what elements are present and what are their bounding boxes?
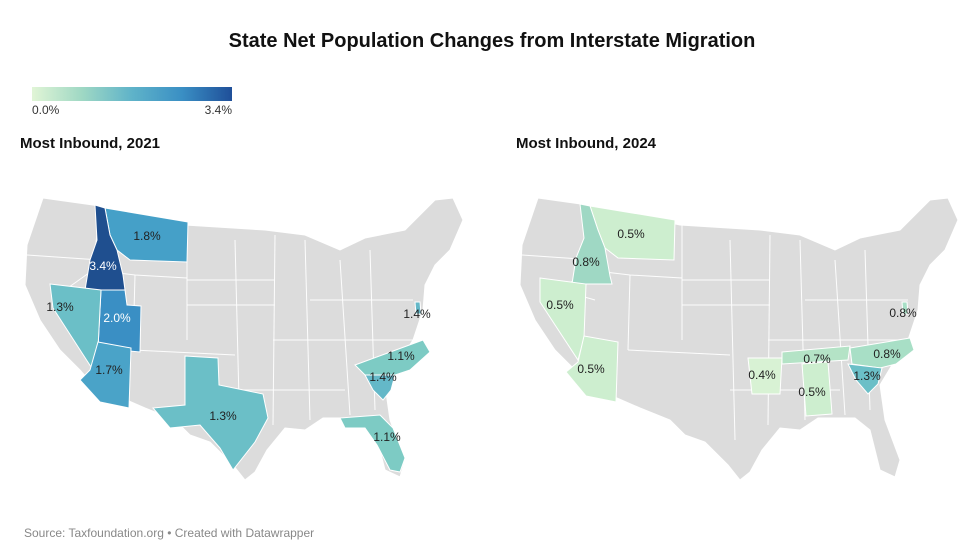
state-arizona <box>79 341 132 409</box>
state-texas <box>151 355 269 471</box>
label-alabama: 0.5% <box>798 385 826 399</box>
label-nevada: 0.5% <box>546 298 574 312</box>
label-tennessee: 0.7% <box>803 352 831 366</box>
label-north-carolina: 1.1% <box>387 349 415 363</box>
label-delaware: 1.4% <box>403 307 431 321</box>
state-delaware <box>414 301 422 315</box>
state-delaware <box>901 301 909 315</box>
label-idaho: 3.4% <box>89 259 117 273</box>
state-south-carolina <box>847 363 883 395</box>
map-title-2024: Most Inbound, 2024 <box>516 135 657 152</box>
highlighted-states <box>49 204 431 473</box>
label-nevada: 1.3% <box>46 300 74 314</box>
label-south-carolina: 1.3% <box>853 369 881 383</box>
label-montana: 0.5% <box>617 227 645 241</box>
label-arkansas: 0.4% <box>748 368 776 382</box>
highlighted-states <box>539 203 915 417</box>
label-arizona: 0.5% <box>577 362 605 376</box>
label-delaware: 0.8% <box>889 306 917 320</box>
legend-max-label: 3.4% <box>204 103 232 117</box>
label-texas: 1.3% <box>209 409 237 423</box>
us-map-2024-svg: 0.5% 0.8% 0.5% 0.5% 0.4% 0.7% 0.5% 0.8% … <box>519 197 959 481</box>
value-labels: 1.8% 3.4% 1.3% 2.0% 1.7% 1.3% 1.1% 1.4% … <box>46 229 431 444</box>
state-arizona <box>565 335 619 403</box>
label-arizona: 1.7% <box>95 363 123 377</box>
base-map-shapes <box>24 197 464 481</box>
source-credit: Source: Taxfoundation.org • Created with… <box>24 526 315 540</box>
label-florida: 1.1% <box>373 430 401 444</box>
color-legend: 0.0% 3.4% <box>32 87 232 117</box>
state-florida <box>339 414 406 473</box>
state-tennessee <box>781 345 851 365</box>
value-labels: 0.5% 0.8% 0.5% 0.5% 0.4% 0.7% 0.5% 0.8% … <box>546 227 917 399</box>
state-arkansas <box>747 357 783 395</box>
label-utah: 2.0% <box>103 311 131 325</box>
us-map-2024: 0.5% 0.8% 0.5% 0.5% 0.4% 0.7% 0.5% 0.8% … <box>500 180 960 490</box>
map-title-2021: Most Inbound, 2021 <box>20 135 161 152</box>
state-idaho <box>84 204 126 291</box>
chart-title: State Net Population Changes from Inters… <box>228 30 756 52</box>
state-south-carolina <box>364 374 396 401</box>
us-map-2021: 1.8% 3.4% 1.3% 2.0% 1.7% 1.3% 1.1% 1.4% … <box>5 180 475 490</box>
state-alabama <box>801 361 833 417</box>
label-south-carolina: 1.4% <box>369 370 397 384</box>
state-idaho <box>571 203 613 285</box>
legend-min-label: 0.0% <box>32 103 60 117</box>
label-north-carolina: 0.8% <box>873 347 901 361</box>
us-map-2021-svg: 1.8% 3.4% 1.3% 2.0% 1.7% 1.3% 1.1% 1.4% … <box>24 197 464 481</box>
label-idaho: 0.8% <box>572 255 600 269</box>
legend-gradient-bar <box>32 87 232 101</box>
label-montana: 1.8% <box>133 229 161 243</box>
